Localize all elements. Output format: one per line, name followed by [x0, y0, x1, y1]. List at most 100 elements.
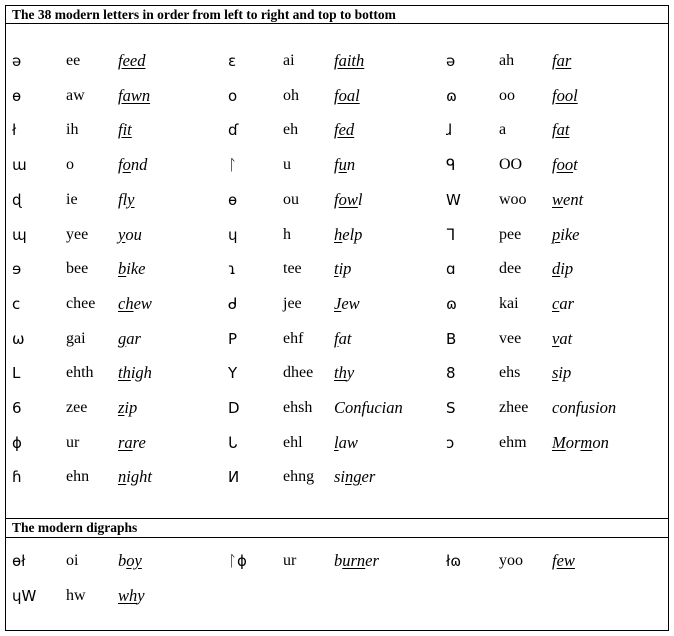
- letter-sound: zhee: [499, 399, 529, 416]
- example-word: pike: [552, 224, 580, 244]
- letter-sound: dhee: [283, 364, 314, 382]
- letter-sound: OO: [499, 156, 523, 174]
- letter-sound: ih: [66, 121, 79, 139]
- letter-sound: dee: [499, 260, 522, 278]
- letter-sound: chee: [66, 294, 96, 312]
- example-word: sip: [552, 363, 572, 383]
- letter-glyph: łɷ: [446, 552, 462, 570]
- letter-sound: gai: [66, 329, 86, 347]
- letter-sound: hw: [66, 586, 86, 604]
- letter-sound: ur: [66, 433, 80, 451]
- letter-glyph: ə: [446, 52, 456, 70]
- letter-sound: pee: [499, 225, 522, 243]
- example-word: confusion: [552, 398, 617, 417]
- example-word: fond: [118, 155, 148, 175]
- letter-glyph: Y: [228, 364, 238, 383]
- example-word: far: [552, 51, 572, 70]
- letter-glyph: B: [446, 329, 457, 348]
- letter-sound: yoo: [499, 552, 523, 569]
- letter-glyph: ɸ: [12, 433, 22, 452]
- example-word: foot: [552, 155, 578, 175]
- letter-sound: oo: [499, 86, 515, 104]
- letter-sound: ur: [283, 552, 297, 569]
- letter-glyph: ɯ: [12, 156, 27, 175]
- letter-glyph: 6: [12, 399, 22, 417]
- digraphs-grid: ɵł oi boy ᛚɸ ur burner łɷ yoo few ɥW hw why: [6, 538, 668, 630]
- letter-glyph: ᑫ: [446, 156, 456, 175]
- letter-glyph: ɷ: [446, 86, 457, 105]
- alphabet-table: The 38 modern letters in order from left…: [5, 5, 669, 631]
- example-word: chew: [118, 293, 152, 313]
- digraphs-header: The modern digraphs: [6, 518, 668, 538]
- letter-glyph: W: [446, 190, 461, 209]
- letter-sound: vee: [499, 329, 522, 347]
- letter-sound: aw: [66, 86, 85, 104]
- letter-glyph: P: [228, 329, 238, 348]
- letter-sound: ehm: [499, 433, 527, 451]
- letter-sound: ehng: [283, 468, 315, 486]
- example-word: fly: [118, 189, 135, 209]
- letter-glyph: ɛ: [228, 52, 237, 70]
- example-word: Mormon: [552, 432, 609, 452]
- letter-glyph: ɰ: [12, 225, 27, 244]
- letter-glyph: ɵ: [12, 86, 22, 105]
- letter-glyph: ᛚɸ: [228, 552, 247, 570]
- example-word: tip: [334, 259, 352, 279]
- letter-sound: ehn: [66, 468, 90, 486]
- example-word: gar: [118, 328, 141, 348]
- example-word: why: [118, 585, 145, 605]
- letter-sound: woo: [499, 190, 527, 208]
- letter-glyph: ω: [12, 329, 25, 348]
- example-word: singer: [334, 467, 376, 487]
- letter-sound: ai: [283, 52, 295, 69]
- letter-sound: kai: [499, 294, 519, 312]
- letter-glyph: 8: [446, 364, 456, 383]
- letter-glyph: L: [12, 364, 21, 383]
- example-word: Confucian: [334, 398, 403, 417]
- letter-glyph: ɷ: [446, 294, 457, 313]
- example-word: faith: [334, 51, 365, 70]
- example-word: burner: [334, 551, 379, 570]
- letter-glyph: ɿ: [228, 260, 236, 279]
- letter-sound: tee: [283, 260, 302, 278]
- letter-sound: eh: [283, 121, 299, 139]
- example-word: rare: [118, 432, 146, 452]
- letter-sound: ehs: [499, 364, 521, 382]
- letter-glyph: И: [228, 468, 240, 487]
- letter-sound: ehf: [283, 329, 304, 347]
- letter-sound: o: [66, 156, 74, 174]
- example-word: foal: [334, 85, 360, 105]
- letter-glyph: ɺ: [446, 121, 453, 140]
- letter-glyph: ɵ: [228, 190, 238, 209]
- example-word: vat: [552, 328, 573, 348]
- letter-glyph: ɖ: [12, 190, 22, 209]
- letter-sound: u: [283, 156, 291, 174]
- letter-glyph: ᑯ: [228, 294, 238, 313]
- letter-glyph: ɑ: [446, 260, 456, 279]
- letter-sound: ee: [66, 52, 81, 69]
- letter-glyph: c: [12, 294, 21, 313]
- letter-sound: yee: [66, 225, 89, 243]
- letter-sound: oh: [283, 86, 299, 104]
- example-word: fun: [334, 155, 356, 175]
- letter-sound: bee: [66, 260, 89, 278]
- letter-sound: ie: [66, 190, 78, 208]
- example-word: dip: [552, 259, 574, 279]
- example-word: few: [552, 551, 575, 570]
- letter-glyph: ł: [12, 121, 17, 140]
- example-word: zip: [118, 398, 138, 417]
- letter-sound: ou: [283, 190, 299, 208]
- example-word: fowl: [334, 189, 363, 209]
- letters-header: The 38 modern letters in order from left…: [6, 6, 668, 24]
- example-word: fawn: [118, 85, 151, 105]
- example-word: fit: [118, 120, 132, 140]
- letter-glyph: ɔ: [446, 433, 455, 452]
- example-word: feed: [118, 51, 146, 70]
- letter-sound: h: [283, 225, 291, 243]
- example-word: law: [334, 432, 358, 452]
- letter-sound: ehl: [283, 433, 303, 451]
- example-word: fool: [552, 85, 578, 105]
- example-word: fat: [334, 328, 352, 348]
- example-word: went: [552, 189, 584, 209]
- letter-sound: ah: [499, 52, 515, 69]
